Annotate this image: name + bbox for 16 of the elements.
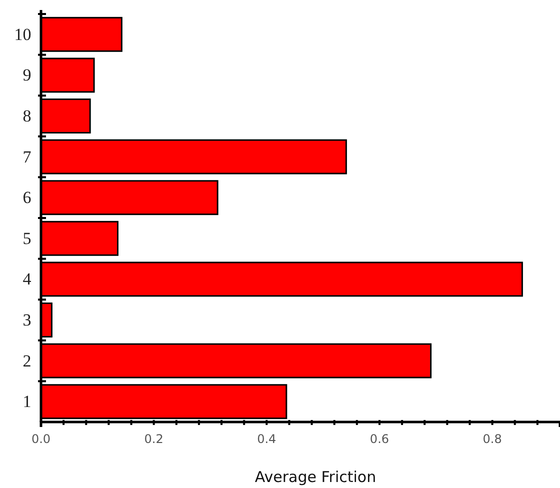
y-tick-label: 8 bbox=[22, 106, 32, 126]
y-tick-label: 3 bbox=[22, 310, 32, 330]
x-tick-label: 0.2 bbox=[144, 432, 164, 446]
x-axis-title: Average Friction bbox=[254, 468, 376, 486]
y-tick-label: 2 bbox=[22, 351, 32, 370]
x-tick-label: 0.6 bbox=[370, 432, 390, 446]
y-tick-label: 5 bbox=[22, 228, 32, 248]
x-tick-label: 0.4 bbox=[257, 432, 276, 446]
y-tick-label: 1 bbox=[22, 392, 32, 412]
x-tick-label: 0.0 bbox=[31, 432, 51, 446]
y-tick-label: 9 bbox=[22, 66, 32, 85]
y-tick-label: 4 bbox=[22, 270, 32, 289]
x-tick-label: 0.8 bbox=[482, 432, 502, 446]
y-tick-label: 7 bbox=[22, 147, 32, 166]
y-tick-label: 6 bbox=[22, 188, 32, 208]
y-tick-label: 10 bbox=[14, 24, 32, 44]
